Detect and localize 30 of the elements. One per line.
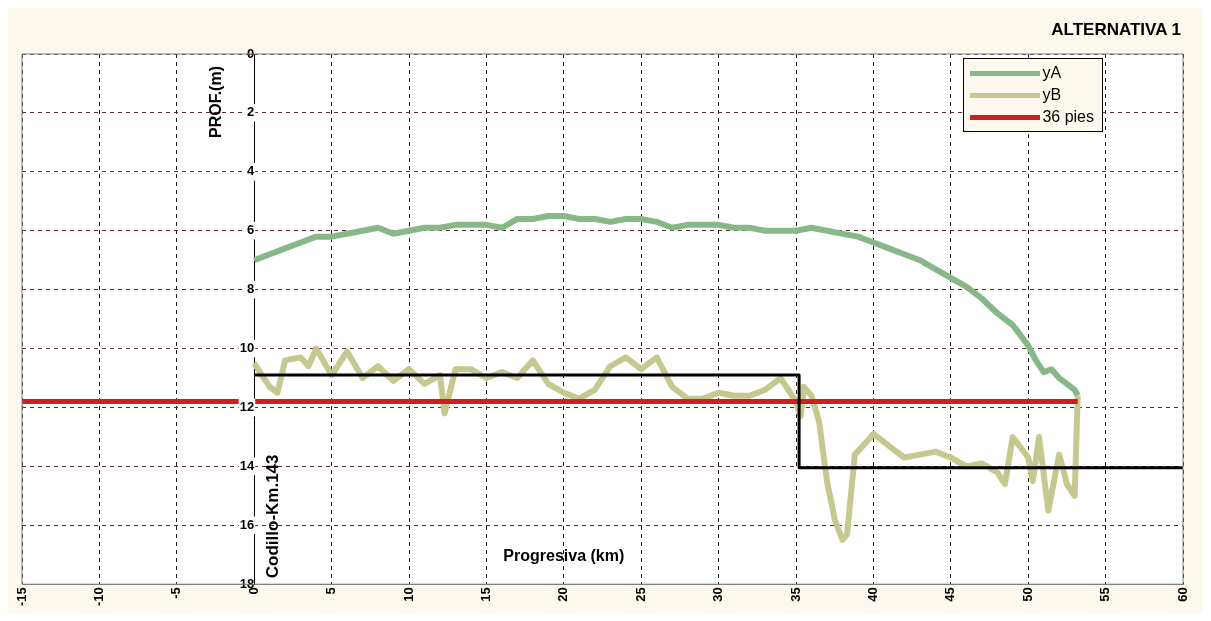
x-tick-label: 10 [400, 587, 416, 602]
x-tick-label: 50 [1019, 587, 1035, 602]
x-tick-label: 20 [555, 587, 571, 602]
x-tick-label: -10 [90, 587, 106, 607]
x-tick-label: 60 [1174, 587, 1190, 602]
y-tick-label: 16 [239, 516, 255, 532]
y-tick-label: 12 [239, 399, 255, 415]
chart-title: ALTERNATIVA 1 [1051, 19, 1181, 39]
y-axis-title: PROF.(m) [206, 66, 224, 138]
y-tick-label: 8 [246, 281, 255, 297]
x-tick-label: 30 [710, 587, 726, 602]
y-tick-label: 4 [246, 163, 255, 179]
y-tick-label: 2 [246, 104, 255, 120]
y-tick-label: 6 [246, 222, 255, 238]
y-tick-label: 14 [239, 457, 255, 473]
x-tick-label: 25 [632, 587, 648, 602]
x-tick-label: 5 [323, 587, 339, 595]
x-tick-label: -15 [13, 587, 29, 607]
x-tick-label: 55 [1097, 587, 1113, 602]
x-axis-title: Progresiva (km) [503, 546, 625, 564]
x-tick-label: 35 [787, 587, 803, 602]
legend-label: yB [1042, 86, 1062, 104]
x-tick-label: 40 [864, 587, 880, 602]
y-tick-label: 10 [239, 340, 255, 356]
legend-label: yA [1042, 64, 1062, 82]
x-tick-label: 15 [477, 587, 493, 602]
x-tick-label: -5 [168, 587, 184, 599]
annotation: Codillo-Km.143 [262, 454, 282, 579]
legend-label: 36 pies [1042, 108, 1094, 126]
x-tick-label: 45 [942, 587, 958, 602]
